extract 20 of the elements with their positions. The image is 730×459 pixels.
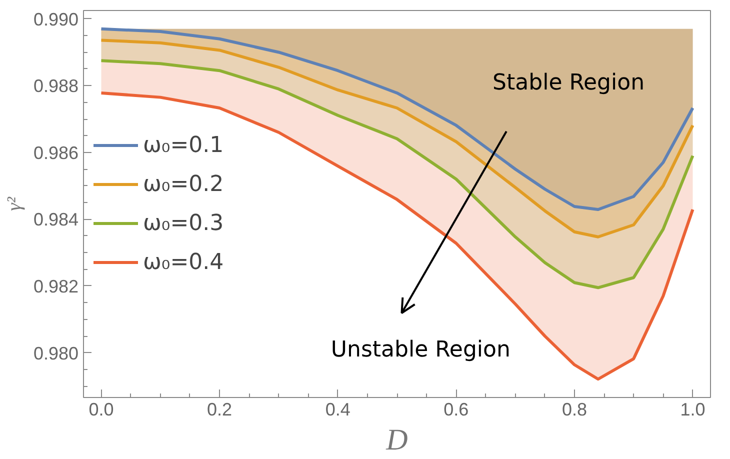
- legend-label: ω₀=0.3: [143, 210, 224, 236]
- y-tick-label: 0.980: [33, 343, 79, 364]
- annotation: Unstable Region: [330, 337, 510, 362]
- x-tick-label: 0.6: [444, 400, 469, 420]
- y-tick-label: 0.986: [33, 142, 79, 163]
- y-axis-title: γ²: [3, 196, 26, 211]
- x-tick-label: 1.0: [680, 400, 706, 420]
- y-tick-label: 0.984: [33, 210, 79, 230]
- x-tick-label: 0.2: [207, 400, 232, 420]
- annotation: Stable Region: [492, 70, 645, 96]
- x-axis-title: D: [385, 424, 408, 456]
- y-tick-label: 0.988: [33, 76, 79, 96]
- y-tick-label: 0.990: [33, 9, 79, 30]
- y-tick-label: 0.982: [33, 276, 79, 296]
- legend-label: ω₀=0.4: [143, 250, 224, 274]
- x-tick-label: 0.0: [88, 400, 114, 420]
- x-tick-label: 0.8: [562, 400, 587, 420]
- legend-label: ω₀=0.2: [143, 172, 224, 196]
- x-tick-label: 0.4: [325, 400, 350, 420]
- legend-label: ω₀=0.1: [143, 132, 224, 158]
